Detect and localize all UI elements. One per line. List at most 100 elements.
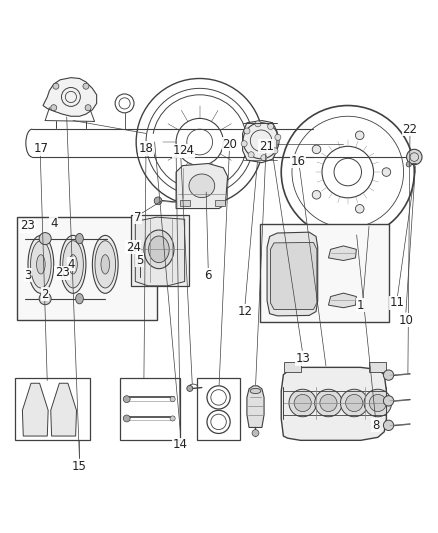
Text: 20: 20 xyxy=(223,138,237,151)
Circle shape xyxy=(252,430,259,437)
Bar xyxy=(15,378,90,440)
Ellipse shape xyxy=(76,233,83,244)
Text: 17: 17 xyxy=(33,142,48,155)
Text: 22: 22 xyxy=(403,123,417,135)
Circle shape xyxy=(312,190,321,199)
Polygon shape xyxy=(135,217,185,286)
Polygon shape xyxy=(51,383,77,436)
Ellipse shape xyxy=(92,236,118,293)
Text: 21: 21 xyxy=(259,140,274,153)
Circle shape xyxy=(383,395,394,406)
Ellipse shape xyxy=(76,294,83,304)
Polygon shape xyxy=(43,78,97,116)
Circle shape xyxy=(406,161,411,167)
Polygon shape xyxy=(17,217,157,320)
Circle shape xyxy=(135,258,144,266)
Circle shape xyxy=(369,394,386,411)
Polygon shape xyxy=(176,164,228,208)
Text: 2: 2 xyxy=(42,288,49,301)
Text: 3: 3 xyxy=(24,269,32,281)
Circle shape xyxy=(346,394,363,411)
Text: 24: 24 xyxy=(126,241,141,254)
Circle shape xyxy=(170,416,175,421)
Text: 10: 10 xyxy=(398,313,413,327)
Bar xyxy=(180,200,190,206)
Circle shape xyxy=(383,420,394,431)
Text: 4: 4 xyxy=(67,258,74,271)
Circle shape xyxy=(355,131,364,140)
Circle shape xyxy=(340,389,368,417)
Text: 5: 5 xyxy=(136,254,143,266)
Circle shape xyxy=(154,197,162,205)
Text: 23: 23 xyxy=(21,219,35,232)
Circle shape xyxy=(382,168,391,176)
Ellipse shape xyxy=(95,241,116,288)
Circle shape xyxy=(320,394,337,411)
Text: 11: 11 xyxy=(390,296,405,310)
Circle shape xyxy=(83,83,89,89)
Circle shape xyxy=(312,145,321,154)
Bar xyxy=(369,362,386,372)
Text: 4: 4 xyxy=(50,217,57,230)
Circle shape xyxy=(255,121,261,127)
Circle shape xyxy=(241,141,247,147)
Polygon shape xyxy=(267,232,318,316)
Circle shape xyxy=(170,397,175,402)
Text: 14: 14 xyxy=(173,438,188,451)
Ellipse shape xyxy=(28,236,54,293)
Circle shape xyxy=(248,152,254,158)
Ellipse shape xyxy=(189,174,215,198)
Polygon shape xyxy=(131,215,189,286)
Text: 6: 6 xyxy=(205,269,212,281)
Circle shape xyxy=(261,155,267,160)
Polygon shape xyxy=(328,293,357,308)
Ellipse shape xyxy=(69,255,78,274)
Circle shape xyxy=(85,104,91,111)
Circle shape xyxy=(364,389,392,417)
Ellipse shape xyxy=(101,255,110,274)
Bar xyxy=(215,200,226,206)
Circle shape xyxy=(187,385,193,391)
Text: 1: 1 xyxy=(357,298,364,312)
Circle shape xyxy=(244,128,250,134)
Circle shape xyxy=(315,389,342,417)
Polygon shape xyxy=(243,120,277,163)
Text: 7: 7 xyxy=(134,211,141,224)
Bar xyxy=(284,362,301,372)
Ellipse shape xyxy=(31,241,51,288)
Polygon shape xyxy=(328,246,357,261)
Circle shape xyxy=(275,134,281,140)
Text: 18: 18 xyxy=(138,142,153,155)
Circle shape xyxy=(406,149,422,165)
Circle shape xyxy=(39,232,51,245)
Polygon shape xyxy=(247,386,264,427)
Bar xyxy=(120,378,180,440)
Circle shape xyxy=(53,83,59,89)
Ellipse shape xyxy=(250,389,261,393)
Circle shape xyxy=(123,415,130,422)
Polygon shape xyxy=(271,243,317,310)
Circle shape xyxy=(272,148,278,154)
Text: 19: 19 xyxy=(173,144,188,157)
Polygon shape xyxy=(22,383,48,436)
Text: 8: 8 xyxy=(372,419,379,432)
Circle shape xyxy=(51,104,57,111)
Ellipse shape xyxy=(37,255,45,274)
Ellipse shape xyxy=(60,236,86,293)
Ellipse shape xyxy=(63,241,83,288)
Circle shape xyxy=(294,394,311,411)
Circle shape xyxy=(383,370,394,380)
Ellipse shape xyxy=(144,230,174,269)
Circle shape xyxy=(289,389,316,417)
Text: 13: 13 xyxy=(295,352,310,365)
Circle shape xyxy=(123,395,130,402)
Circle shape xyxy=(268,124,274,130)
Ellipse shape xyxy=(148,236,169,263)
Circle shape xyxy=(355,205,364,213)
Text: 16: 16 xyxy=(291,155,306,168)
Text: 24: 24 xyxy=(179,144,194,157)
Text: 15: 15 xyxy=(72,459,87,473)
Text: 12: 12 xyxy=(237,305,252,318)
Polygon shape xyxy=(281,367,386,440)
Circle shape xyxy=(39,293,51,305)
